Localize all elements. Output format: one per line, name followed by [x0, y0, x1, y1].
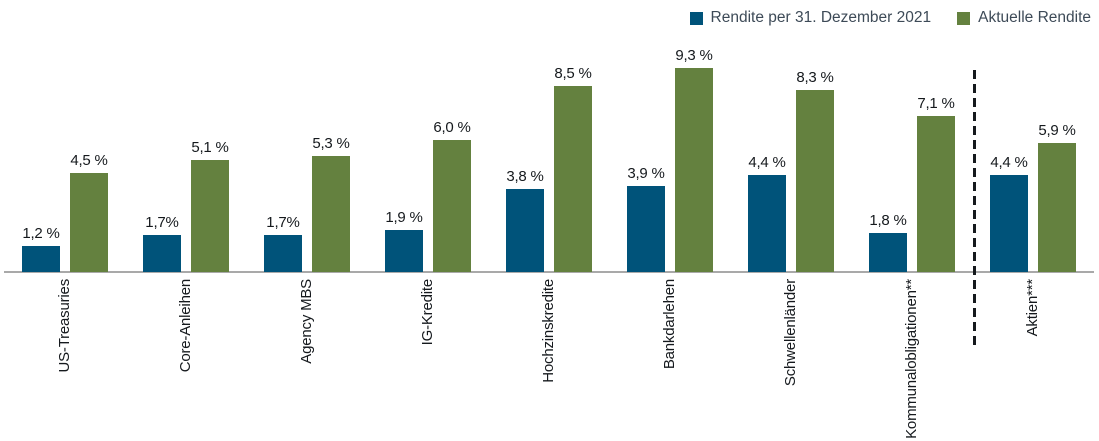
bar-value-label: 1,7%	[266, 214, 300, 231]
bar-series0-cat4	[506, 189, 544, 272]
bar-series1-cat2	[312, 156, 350, 272]
category-label: Core-Anleihen	[177, 279, 194, 373]
category-label: IG-Kredite	[419, 279, 436, 346]
category-label: Aktien***	[1024, 279, 1041, 337]
category-label: Agency MBS	[298, 279, 315, 364]
category-label: Bankdarlehen	[661, 279, 678, 370]
bar-value-label: 5,9 %	[1038, 122, 1076, 139]
bar-series0-cat0	[22, 246, 60, 272]
bar-series1-cat4	[554, 86, 592, 272]
bar-value-label: 7,1 %	[917, 95, 955, 112]
bar-value-label: 5,1 %	[191, 139, 229, 156]
green-square-swatch-icon	[957, 11, 971, 25]
bar-value-label: 4,4 %	[990, 154, 1028, 171]
bar-value-label: 9,3 %	[675, 47, 713, 64]
bar-series1-cat7	[917, 116, 955, 272]
bar-value-label: 5,3 %	[312, 135, 350, 152]
bar-series1-cat0	[70, 173, 108, 272]
chart-legend: Rendite per 31. Dezember 2021 Aktuelle R…	[689, 9, 1091, 27]
bar-series1-cat1	[191, 160, 229, 272]
bar-series0-cat5	[627, 186, 665, 272]
legend-label: Rendite per 31. Dezember 2021	[710, 9, 932, 26]
bar-series0-cat8	[990, 175, 1028, 272]
bar-series1-cat6	[796, 90, 834, 272]
bar-series0-cat1	[143, 235, 181, 272]
blue-square-swatch-icon	[689, 11, 703, 25]
bar-value-label: 1,9 %	[385, 209, 423, 226]
bar-series1-cat5	[675, 68, 713, 272]
category-label: Hochzinskredite	[540, 279, 557, 383]
bar-series0-cat3	[385, 230, 423, 272]
bar-series0-cat7	[869, 233, 907, 272]
legend-item-rendite-2021: Rendite per 31. Dezember 2021	[689, 9, 932, 27]
bar-value-label: 1,8 %	[869, 212, 907, 229]
bar-value-label: 1,7%	[145, 214, 179, 231]
bar-value-label: 8,5 %	[554, 65, 592, 82]
bar-value-label: 8,3 %	[796, 69, 834, 86]
bar-series1-cat3	[433, 140, 471, 272]
bar-value-label: 3,8 %	[506, 168, 544, 185]
x-axis-line	[4, 271, 1094, 273]
category-label: US-Treasuries	[56, 279, 73, 373]
category-label: Kommunalobligationen**	[903, 279, 920, 439]
bar-value-label: 3,9 %	[627, 165, 665, 182]
bar-value-label: 4,5 %	[70, 152, 108, 169]
legend-item-aktuelle-rendite: Aktuelle Rendite	[957, 9, 1091, 27]
legend-label: Aktuelle Rendite	[978, 9, 1091, 26]
bar-value-label: 6,0 %	[433, 119, 471, 136]
bar-series0-cat6	[748, 175, 786, 272]
category-label: Schwellenländer	[782, 279, 799, 387]
bar-value-label: 4,4 %	[748, 154, 786, 171]
bar-series1-cat8	[1038, 143, 1076, 272]
bar-series0-cat2	[264, 235, 302, 272]
bar-value-label: 1,2 %	[22, 225, 60, 242]
dashed-separator-line	[973, 70, 976, 346]
